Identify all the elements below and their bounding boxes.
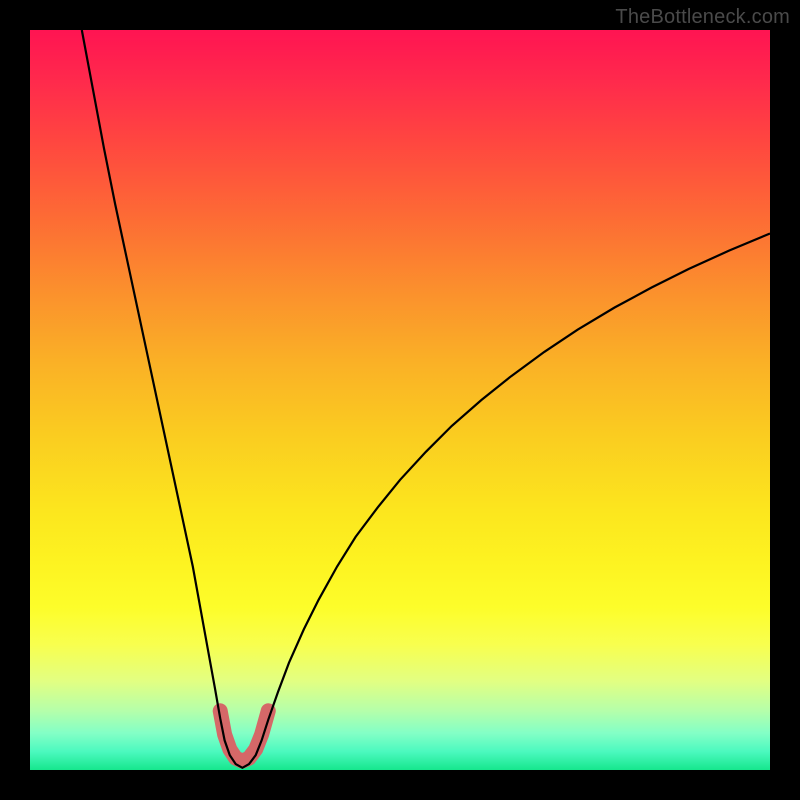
- chart-container: TheBottleneck.com: [0, 0, 800, 800]
- watermark-text: TheBottleneck.com: [615, 6, 790, 29]
- bottleneck-chart: [0, 0, 800, 800]
